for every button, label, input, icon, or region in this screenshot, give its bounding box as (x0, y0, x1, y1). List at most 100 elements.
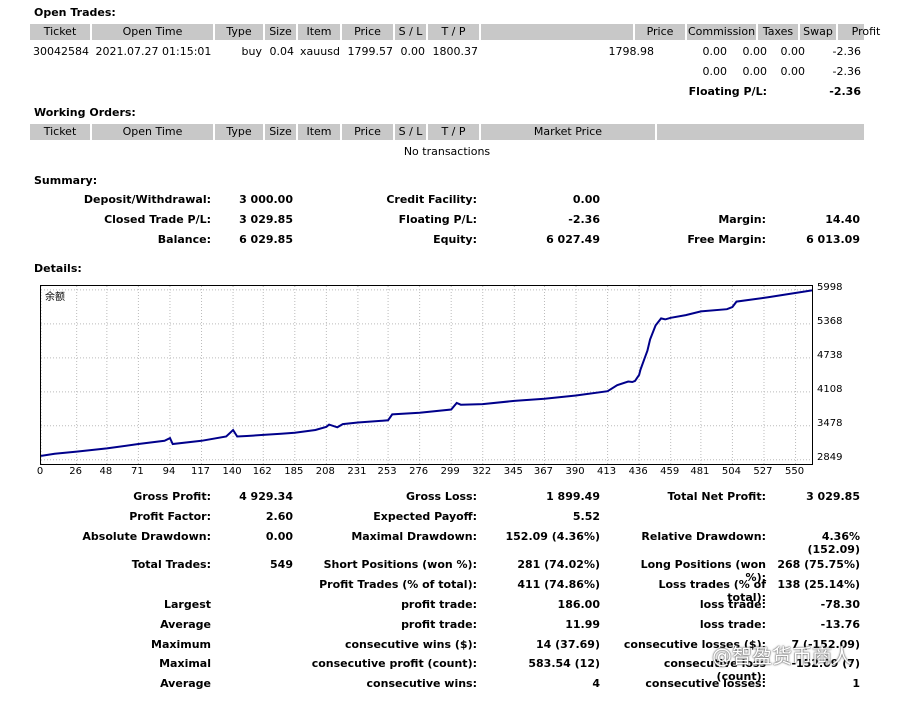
working-orders-header: Ticket Open Time Type Size Item Price S … (30, 124, 864, 140)
x-tick-label: 94 (162, 466, 176, 477)
x-tick-label: 299 (440, 466, 460, 477)
working-orders-title: Working Orders: (34, 106, 136, 119)
wo-col-open-time[interactable]: Open Time (92, 124, 215, 140)
abs-drawdown-value: 0.00 (265, 530, 293, 543)
chart-title: 余额 (45, 292, 65, 303)
summary-title: Summary: (34, 174, 98, 187)
wo-col-price[interactable]: Price (342, 124, 395, 140)
closed-pl-label: Closed Trade P/L: (104, 213, 211, 226)
row-open-time: 2021.07.27 01:15:01 (95, 45, 212, 58)
maximal-consec-loss-value: -152.09 (7) (791, 657, 860, 670)
balance-chart: 余额 (40, 285, 813, 465)
row-size: 0.04 (269, 45, 295, 58)
x-tick-label: 0 (36, 466, 44, 477)
wo-col-sl[interactable]: S / L (395, 124, 428, 140)
summary-floating-value: -2.36 (568, 213, 600, 226)
gross-loss-label: Gross Loss: (406, 490, 477, 503)
col-tp[interactable]: T / P (428, 24, 481, 40)
col-item[interactable]: Item (298, 24, 342, 40)
gross-profit-value: 4 929.34 (239, 490, 293, 503)
rel-drawdown-label: Relative Drawdown: (641, 530, 766, 543)
profit-factor-label: Profit Factor: (129, 510, 211, 523)
y-tick-label: 5368 (817, 315, 843, 327)
average-profit-label: profit trade: (401, 618, 477, 631)
x-tick-label: 390 (565, 466, 585, 477)
total-taxes: 0.00 (742, 65, 768, 78)
col-taxes[interactable]: Taxes (758, 24, 800, 40)
maximal-consec-profit-value: 583.54 (12) (528, 657, 600, 670)
largest-profit-value: 186.00 (557, 598, 600, 611)
row-price: 1799.57 (347, 45, 394, 58)
total-commission: 0.00 (702, 65, 728, 78)
maximal-consec-loss-label: consecutive loss (count): (663, 657, 766, 683)
total-profit: -2.36 (832, 65, 861, 78)
watermark: @智盈货币商人 (712, 644, 852, 668)
short-positions-value: 281 (74.02%) (517, 558, 600, 571)
col-profit-label: Profit (851, 25, 881, 38)
balance-value: 6 029.85 (239, 233, 293, 246)
row-profit: -2.36 (832, 45, 861, 58)
margin-label: Margin: (718, 213, 766, 226)
x-tick-label: 436 (628, 466, 648, 477)
col-current-price[interactable]: Price (635, 24, 687, 40)
loss-trades-value: 138 (25.14%) (777, 578, 860, 591)
col-sl[interactable]: S / L (395, 24, 428, 40)
x-tick-label: 71 (131, 466, 144, 477)
free-margin-value: 6 013.09 (806, 233, 860, 246)
maximal-label: Maximal (159, 657, 211, 670)
margin-value: 14.40 (825, 213, 860, 226)
col-commission[interactable]: Commission (687, 24, 758, 40)
long-positions-label: Long Positions (won %): (640, 558, 766, 584)
maximal-consec-profit-label: consecutive profit (count): (311, 657, 477, 670)
wo-col-market-price[interactable]: Market Price (481, 124, 657, 140)
wo-col-item[interactable]: Item (298, 124, 342, 140)
largest-loss-value: -78.30 (820, 598, 860, 611)
x-tick-label: 117 (190, 466, 211, 477)
loss-trades-label: Loss trades (% of total): (658, 578, 766, 604)
rel-drawdown-value: 4.36% (152.09) (807, 530, 860, 556)
maximum-label: Maximum (151, 638, 211, 651)
col-price[interactable]: Price (342, 24, 395, 40)
col-type[interactable]: Type (215, 24, 265, 40)
gross-profit-label: Gross Profit: (133, 490, 211, 503)
closed-pl-value: 3 029.85 (239, 213, 293, 226)
col-ticket[interactable]: Ticket (30, 24, 92, 40)
equity-value: 6 027.49 (546, 233, 600, 246)
open-trades-header: Ticket Open Time Type Size Item Price S … (30, 24, 880, 40)
x-tick-label: 459 (660, 466, 680, 477)
largest-profit-label: profit trade: (401, 598, 477, 611)
max-consec-losses-value: 7 (-152.09) (791, 638, 860, 651)
average-loss-value: -13.76 (820, 618, 860, 631)
row-swap: 0.00 (780, 45, 806, 58)
col-swap[interactable]: Swap (800, 24, 838, 40)
free-margin-label: Free Margin: (687, 233, 766, 246)
open-trades-title: Open Trades: (34, 6, 116, 19)
row-type: buy (241, 45, 262, 58)
y-tick-label: 4108 (817, 383, 843, 395)
col-blank (481, 24, 635, 40)
balance-chart-svg (40, 286, 813, 464)
y-tick-label: 2849 (817, 451, 843, 463)
summary-floating-label: Floating P/L: (398, 213, 477, 226)
wo-col-blank (657, 124, 864, 140)
col-open-time[interactable]: Open Time (92, 24, 215, 40)
wo-col-type[interactable]: Type (215, 124, 265, 140)
balance-line (40, 289, 813, 457)
wo-col-tp[interactable]: T / P (428, 124, 481, 140)
long-positions-value: 268 (75.75%) (777, 558, 860, 571)
expected-payoff-value: 5.52 (572, 510, 600, 523)
avg-consec-wins-value: 4 (592, 677, 600, 690)
wo-col-size[interactable]: Size (265, 124, 298, 140)
profit-trades-value: 411 (74.86%) (517, 578, 600, 591)
equity-label: Equity: (433, 233, 477, 246)
wo-col-ticket[interactable]: Ticket (30, 124, 92, 140)
x-tick-label: 208 (315, 466, 335, 477)
deposit-label: Deposit/Withdrawal: (83, 193, 211, 206)
avg-consec-losses-value: 1 (852, 677, 860, 690)
col-size[interactable]: Size (265, 24, 298, 40)
x-tick-label: 345 (503, 466, 523, 477)
average2-label: Average (160, 677, 211, 690)
total-net-value: 3 029.85 (806, 490, 860, 503)
x-tick-label: 162 (252, 466, 272, 477)
x-tick-label: 26 (69, 466, 83, 477)
